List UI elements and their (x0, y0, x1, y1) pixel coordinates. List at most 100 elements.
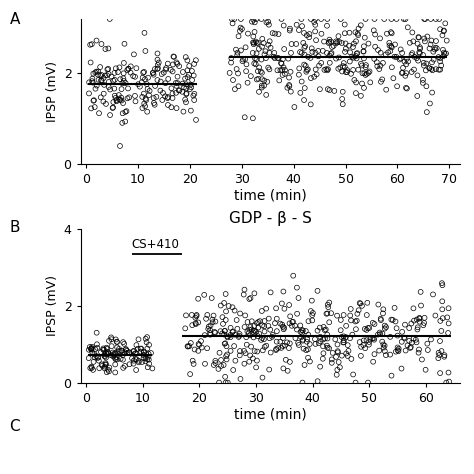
Point (97, 77, 105, 84)
Point (143, 80, 151, 88)
Point (316, 363, 324, 371)
Point (246, 323, 254, 331)
Point (182, 90, 190, 98)
Point (244, 318, 251, 326)
Point (144, 356, 151, 363)
Point (410, 335, 418, 343)
Point (88, 344, 95, 352)
Point (398, 338, 406, 346)
Point (153, 93, 160, 100)
Point (280, 365, 287, 372)
Point (398, 365, 405, 373)
Point (350, 40, 358, 47)
Point (285, 344, 292, 352)
Point (217, 328, 224, 335)
Point (131, 350, 139, 357)
Point (326, 52, 333, 59)
Point (164, 94, 172, 102)
Point (314, 377, 321, 385)
Point (437, 55, 444, 62)
Point (302, 62, 310, 70)
Point (319, 343, 327, 350)
Point (129, 347, 137, 355)
Point (362, 64, 369, 71)
Point (414, 72, 421, 79)
Point (104, 348, 112, 356)
Point (436, 369, 444, 377)
Point (346, 58, 354, 65)
Point (264, 322, 272, 330)
Point (185, 342, 193, 350)
Point (267, 44, 274, 52)
Point (92, 352, 100, 360)
Point (244, 30, 252, 37)
Point (223, 351, 231, 358)
Point (248, 326, 255, 333)
Point (416, 315, 423, 322)
Point (386, 42, 393, 49)
Point (93, 329, 100, 337)
Point (317, 337, 324, 345)
Point (258, 75, 266, 83)
Point (429, 48, 437, 55)
Point (210, 361, 218, 369)
Point (442, 50, 450, 57)
Point (438, 62, 445, 69)
Point (252, 61, 260, 68)
Point (440, 27, 447, 35)
Point (398, 49, 406, 57)
Point (303, 338, 310, 346)
Point (330, 42, 337, 50)
Point (349, 371, 357, 378)
Point (138, 79, 146, 86)
Point (250, 16, 257, 24)
Point (312, 66, 319, 73)
Point (332, 37, 340, 45)
Point (335, 54, 343, 61)
Point (379, 310, 387, 317)
Point (261, 51, 268, 58)
Point (107, 351, 115, 359)
Point (275, 30, 283, 38)
Point (380, 306, 387, 313)
Point (435, 349, 442, 356)
Point (119, 109, 127, 117)
Point (297, 333, 305, 341)
Point (337, 64, 344, 71)
Point (426, 45, 433, 52)
Point (138, 358, 146, 366)
Point (246, 358, 253, 365)
Point (336, 38, 343, 46)
Point (254, 67, 262, 75)
Point (271, 49, 278, 57)
Point (391, 41, 399, 48)
Point (365, 338, 373, 346)
Point (234, 70, 242, 77)
Point (255, 88, 263, 96)
Point (85, 355, 92, 362)
Point (119, 364, 127, 372)
Point (416, 318, 423, 326)
Point (104, 366, 112, 374)
Point (308, 45, 316, 52)
Point (136, 83, 144, 91)
Point (149, 69, 156, 77)
Point (349, 54, 357, 62)
Point (311, 335, 319, 343)
Point (211, 318, 219, 325)
Point (107, 334, 115, 341)
Point (257, 68, 264, 75)
Point (324, 65, 332, 73)
Point (351, 76, 358, 84)
Point (299, 336, 307, 344)
Point (401, 321, 409, 328)
Point (138, 93, 146, 100)
Point (311, 15, 319, 23)
Point (314, 287, 321, 295)
Point (295, 64, 303, 72)
Point (154, 50, 161, 57)
Point (119, 356, 127, 364)
Point (401, 72, 409, 80)
Point (204, 325, 212, 333)
Point (130, 360, 137, 367)
